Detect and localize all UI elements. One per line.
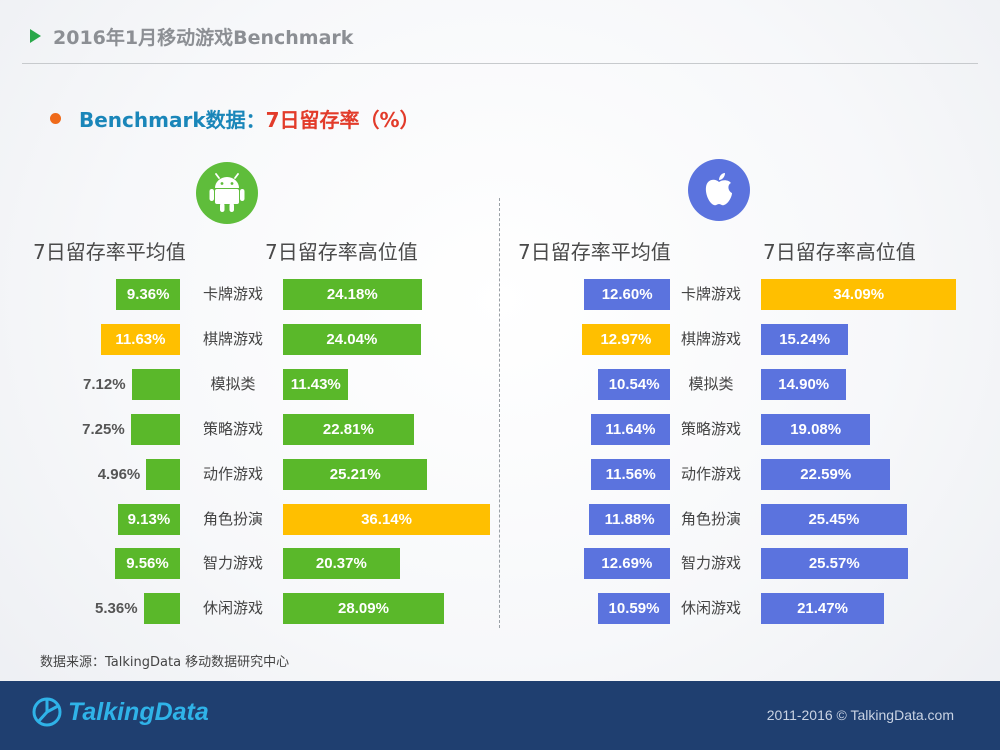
android-high-bar: 11.43% (283, 368, 349, 400)
ios-high-bar: 19.08% (761, 413, 871, 445)
android-avg-bar: 9.13% (117, 503, 180, 535)
android-high-bar: 25.21% (283, 458, 428, 490)
bullet-dot-icon (50, 113, 61, 124)
android-avg-bar: 11.63% (100, 323, 180, 355)
android-icon (196, 162, 258, 224)
section-lead: Benchmark数据： (79, 108, 266, 132)
ios-high-bar: 22.59% (761, 458, 891, 490)
android-high-header: 7日留存率高位值 (265, 240, 418, 264)
slide-title: 2016年1月移动游戏Benchmark (30, 22, 353, 50)
ios-category-label: 棋牌游戏 (680, 329, 741, 348)
android-avg-header: 7日留存率平均值 (33, 240, 186, 264)
play-arrow-icon (30, 29, 41, 43)
ios-high-bar: 25.45% (761, 503, 907, 535)
ios-category-label: 智力游戏 (680, 554, 741, 573)
ios-high-bar: 25.57% (761, 548, 908, 580)
android-high-bar: 24.18% (283, 279, 422, 310)
section-metric: 7日留存率（%） (265, 108, 420, 132)
ios-avg-header: 7日留存率平均值 (518, 240, 671, 264)
ios-high-bar: 34.09% (761, 279, 957, 310)
logo-text: TalkingData (68, 697, 209, 726)
android-category-label: 模拟类 (210, 374, 256, 393)
ios-avg-bar: 10.54% (598, 368, 670, 400)
android-avg-value-label: 7.12% (83, 375, 126, 393)
apple-icon (688, 159, 750, 221)
ios-avg-bar: 12.97% (581, 323, 670, 355)
data-source: 数据来源：TalkingData 移动数据研究中心 (40, 655, 290, 670)
platform-divider (499, 198, 500, 628)
android-avg-bar (131, 368, 180, 400)
ios-avg-bar: 11.88% (589, 503, 670, 535)
android-category-label: 休闲游戏 (202, 599, 263, 618)
android-avg-bar (143, 593, 180, 625)
android-high-bar: 24.04% (283, 323, 421, 355)
ios-avg-bar: 11.56% (591, 458, 670, 490)
android-high-bar: 28.09% (283, 593, 444, 625)
android-category-label: 角色扮演 (202, 509, 263, 528)
ios-avg-bar: 10.59% (597, 593, 670, 625)
page-title: 2016年1月移动游戏Benchmark (53, 26, 354, 49)
android-high-bar: 36.14% (283, 503, 491, 535)
talkingdata-logo: TalkingData (32, 697, 209, 727)
ios-category-label: 休闲游戏 (680, 599, 741, 618)
ios-avg-bar: 12.69% (583, 548, 670, 580)
android-avg-bar: 9.56% (114, 548, 180, 580)
ios-avg-bar: 12.60% (584, 279, 670, 310)
android-avg-value-label: 4.96% (97, 465, 141, 483)
android-category-label: 卡牌游戏 (202, 285, 263, 303)
ios-category-label: 卡牌游戏 (680, 285, 741, 303)
android-avg-bar (130, 413, 180, 445)
ios-category-label: 角色扮演 (680, 509, 741, 528)
ios-category-label: 动作游戏 (680, 464, 741, 483)
title-divider (22, 63, 978, 64)
android-category-label: 策略游戏 (202, 419, 263, 438)
android-avg-bar: 9.36% (116, 279, 180, 310)
logo-mark-icon (32, 697, 62, 727)
android-high-bar: 22.81% (283, 413, 414, 445)
android-avg-value-label: 5.36% (95, 600, 138, 618)
ios-high-header: 7日留存率高位值 (763, 240, 916, 264)
android-category-label: 棋牌游戏 (202, 329, 263, 348)
ios-avg-bar: 11.64% (590, 413, 670, 445)
android-category-label: 动作游戏 (202, 464, 263, 483)
ios-high-bar: 15.24% (761, 323, 849, 355)
android-avg-bar (146, 458, 180, 490)
ios-high-bar: 14.90% (761, 368, 847, 400)
ios-category-label: 策略游戏 (680, 419, 741, 438)
ios-category-label: 模拟类 (688, 374, 734, 393)
footer-bar: TalkingData 2011-2016 © TalkingData.com (0, 681, 1000, 750)
copyright: 2011-2016 © TalkingData.com (766, 707, 954, 723)
section-heading: Benchmark数据： 7日留存率（%） (50, 104, 420, 133)
android-avg-value-label: 7.25% (82, 420, 125, 438)
android-category-label: 智力游戏 (202, 554, 263, 573)
ios-high-bar: 21.47% (761, 593, 885, 625)
android-high-bar: 20.37% (283, 548, 400, 580)
